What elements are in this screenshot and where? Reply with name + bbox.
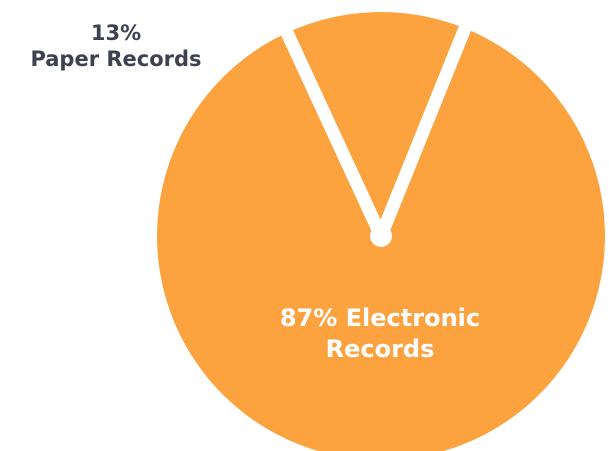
slice-label-line: Paper Records (30, 47, 201, 71)
pie-center-dot (370, 225, 392, 247)
slice-paper-records (287, 12, 465, 237)
slice-label-line: 87% Electronic (280, 304, 480, 332)
slice-label-paper-records: 13% Paper Records (30, 21, 201, 71)
pie-slices (157, 7, 605, 451)
slice-label-line: 13% (91, 21, 141, 45)
slice-label-electronic-records: 87% Electronic Records (280, 304, 480, 363)
slice-separator (374, 7, 479, 239)
pie-labels: 13% Paper Records 87% Electronic Records (30, 21, 480, 363)
slice-label-line: Records (326, 335, 435, 363)
slice-separator (272, 11, 387, 239)
